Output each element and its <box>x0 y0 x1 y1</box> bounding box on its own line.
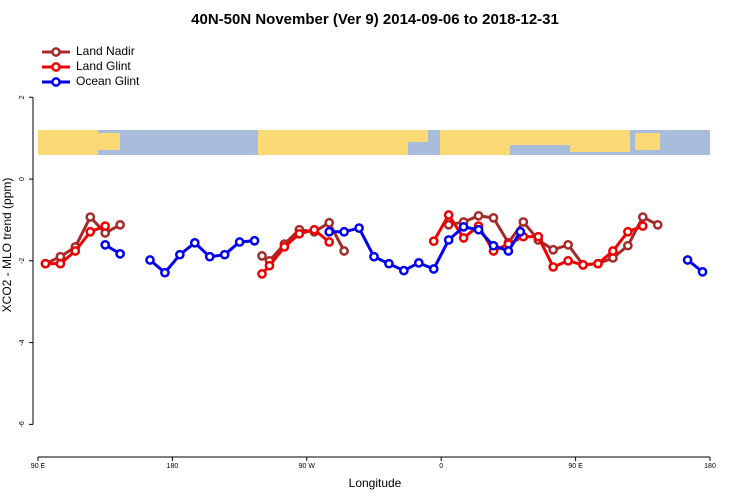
point <box>563 240 573 250</box>
point <box>55 258 66 269</box>
series-line <box>104 225 704 275</box>
point <box>100 240 111 250</box>
point <box>145 255 155 265</box>
point <box>443 219 454 230</box>
point <box>593 258 603 269</box>
point <box>309 224 320 235</box>
legend-label: Land Glint <box>76 59 131 73</box>
point <box>473 210 484 221</box>
point <box>339 246 349 256</box>
point <box>257 251 267 261</box>
point <box>503 246 514 256</box>
point <box>234 237 245 247</box>
point <box>518 217 529 227</box>
point <box>428 236 439 247</box>
point <box>637 221 648 231</box>
point <box>85 212 96 222</box>
legend-label: Land Nadir <box>76 44 135 58</box>
point <box>697 267 708 277</box>
point <box>533 231 544 242</box>
point <box>324 226 335 237</box>
legend-marker <box>51 62 61 72</box>
point <box>608 246 618 256</box>
x-tick-label: 90 W <box>299 463 316 470</box>
point <box>652 219 663 230</box>
point <box>115 249 125 259</box>
y-axis-label: XCO2 - MLO trend (ppm) <box>0 178 14 313</box>
point <box>682 255 693 265</box>
point <box>257 269 267 279</box>
legend-marker <box>51 47 61 57</box>
point <box>219 249 230 260</box>
point <box>563 255 573 266</box>
point <box>279 242 290 252</box>
point <box>578 260 588 270</box>
point <box>458 233 469 243</box>
point <box>473 224 484 235</box>
point <box>160 267 170 278</box>
point <box>413 258 424 268</box>
y-tick-label: -6 <box>19 421 26 427</box>
point <box>623 226 633 237</box>
y-tick-label: -4 <box>19 339 26 345</box>
y-tick-label: 0 <box>19 177 26 181</box>
x-axis-label: Longitude <box>349 476 402 490</box>
x-tick-label: 180 <box>167 463 179 470</box>
x-tick-label: 0 <box>439 463 443 470</box>
map-strip <box>38 130 710 155</box>
point <box>249 235 260 246</box>
point <box>488 213 499 223</box>
point <box>399 265 409 276</box>
chart-title: 40N-50N November (Ver 9) 2014-09-06 to 2… <box>191 11 559 28</box>
y-tick-label: -2 <box>19 258 26 264</box>
y-tick-label: 2 <box>19 95 26 99</box>
point <box>175 249 185 260</box>
point <box>324 217 335 228</box>
point <box>115 219 125 230</box>
point <box>443 210 454 220</box>
x-tick-label: 90 E <box>31 463 46 470</box>
point <box>189 237 200 248</box>
point <box>324 237 335 247</box>
point <box>548 262 559 272</box>
point <box>100 221 111 231</box>
point <box>623 240 633 251</box>
point <box>428 264 439 274</box>
point <box>204 251 215 262</box>
point <box>637 212 648 222</box>
point <box>264 260 275 271</box>
point <box>354 223 364 233</box>
point <box>488 240 499 251</box>
point <box>443 235 454 245</box>
point <box>548 244 559 255</box>
legend-marker <box>51 77 61 87</box>
point <box>369 251 379 262</box>
x-tick-label: 90 E <box>568 463 583 470</box>
legend-label: Ocean Glint <box>76 74 140 88</box>
x-tick-label: 180 <box>704 463 716 470</box>
point <box>515 226 526 237</box>
point <box>70 246 81 256</box>
point <box>294 228 305 239</box>
point <box>384 258 394 269</box>
point <box>85 226 96 237</box>
point <box>339 226 349 237</box>
point <box>458 222 469 232</box>
point <box>40 258 51 269</box>
